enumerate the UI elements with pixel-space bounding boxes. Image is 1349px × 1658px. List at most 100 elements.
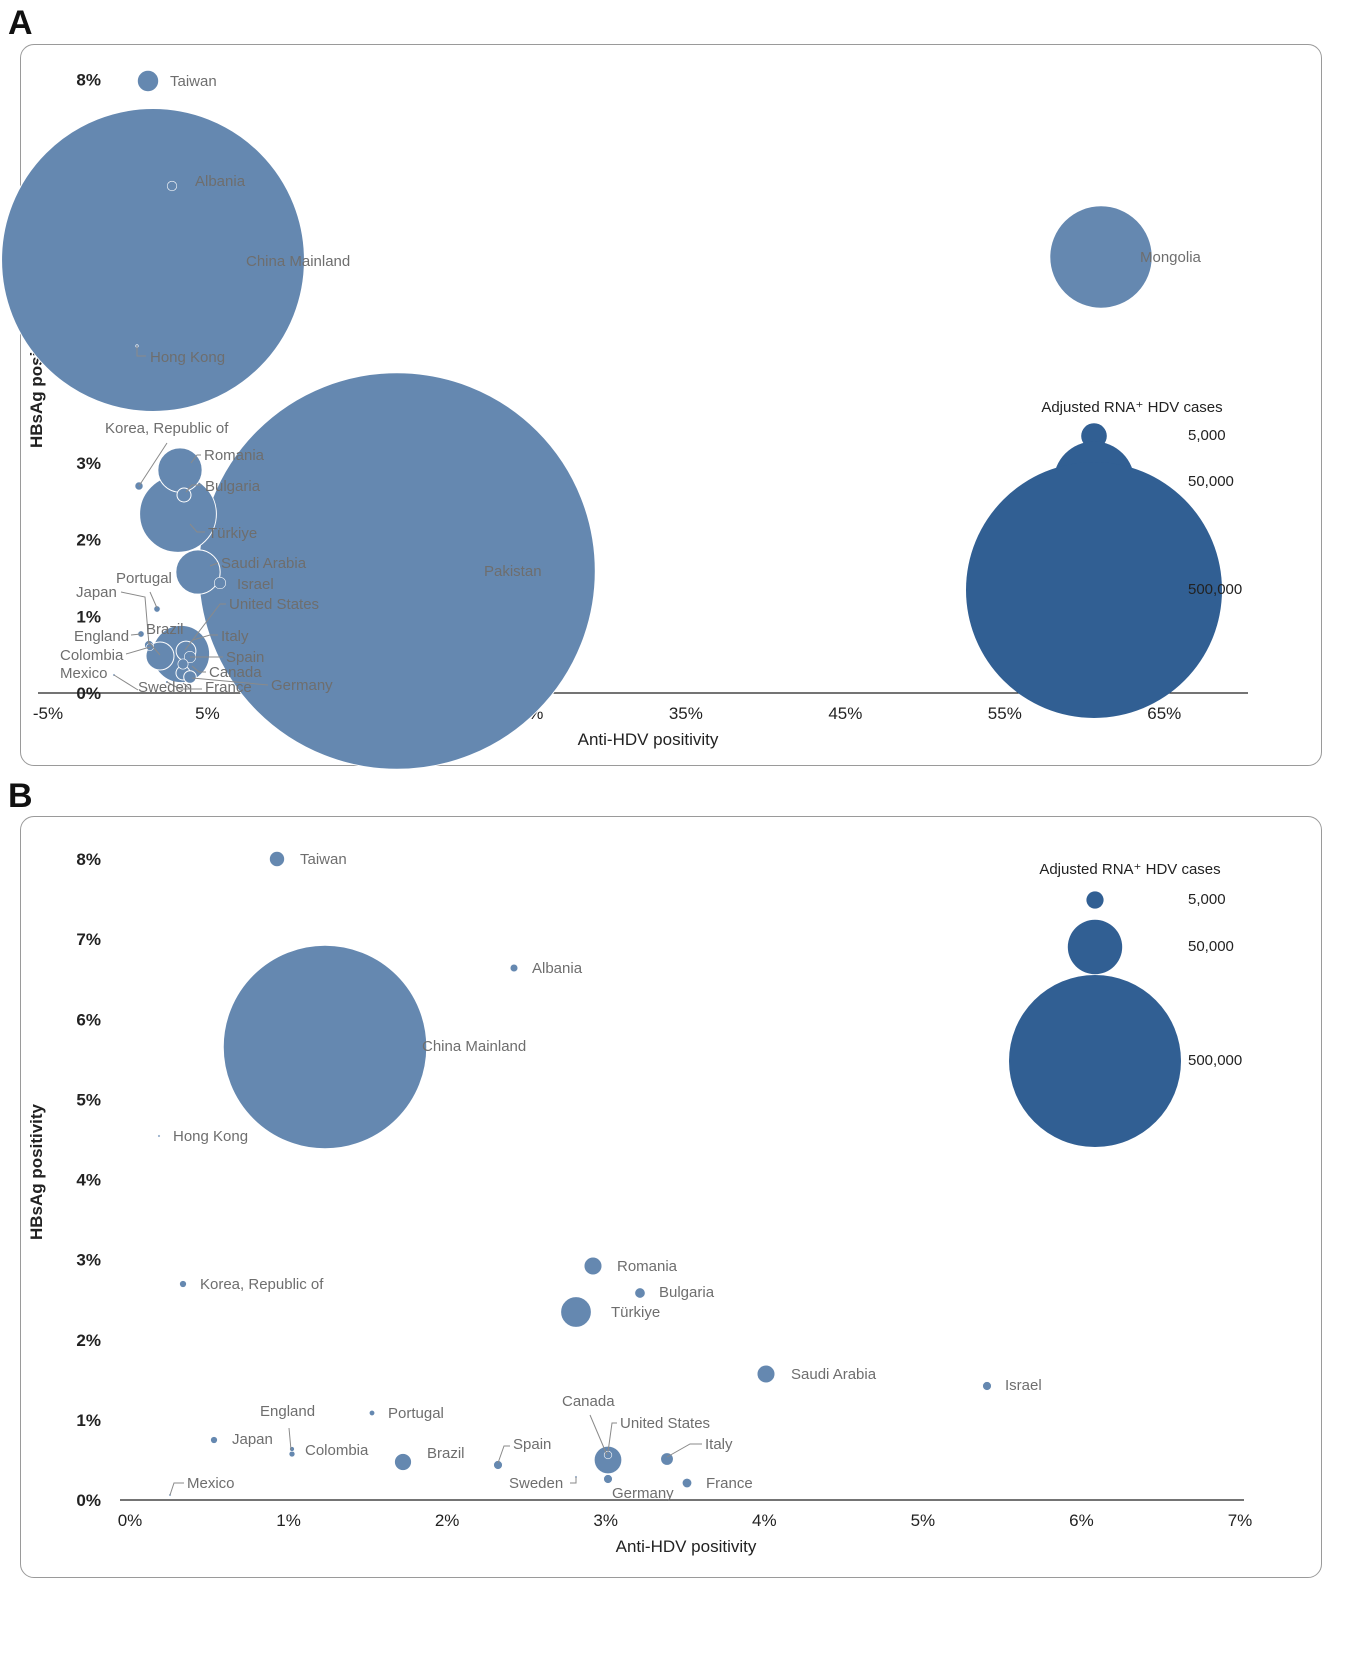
panel-a-label-united-states: United States	[229, 596, 319, 613]
panel-b-y-axis-title: HBsAg positivity	[27, 1103, 46, 1240]
panel-b-label-canada: Canada	[562, 1393, 615, 1410]
panel-a-leader-canada	[191, 665, 206, 673]
panel-a-legend-bubble	[966, 462, 1222, 718]
panel-a-legend-value: 5,000	[1188, 427, 1226, 444]
panel-b-label-romania: Romania	[617, 1258, 678, 1275]
panel-b-legend-value: 500,000	[1188, 1052, 1242, 1069]
panel-b-bubble-hong-kong	[157, 1134, 161, 1138]
panel-a-chart: 0%1%2%3%4%5%6%7%8%-5%5%15%25%35%45%55%65…	[1, 69, 1248, 770]
panel-b-y-tick-label: 6%	[76, 1010, 101, 1029]
panel-a-y-tick-label: 0%	[76, 684, 101, 703]
panel-a-label-canada: Canada	[209, 664, 262, 681]
panel-b-leader-canada	[589, 1414, 608, 1456]
panel-a-label-italy: Italy	[221, 628, 249, 645]
panel-a-label-china-mainland: China Mainland	[246, 253, 350, 270]
panel-a-label-portugal: Portugal	[116, 570, 172, 587]
panel-a-label-brazil: Brazil	[146, 621, 184, 638]
panel-a-legend-title: Adjusted RNA⁺ HDV cases	[1041, 399, 1222, 416]
panel-b-y-tick-label: 7%	[76, 930, 101, 949]
panel-b-letter: B	[8, 777, 33, 815]
panel-b-bubble-canada	[603, 1450, 613, 1460]
panel-b-leader-mexico	[169, 1482, 184, 1496]
panel-b-label-france: France	[706, 1475, 753, 1492]
panel-a-leader-t-rkiye	[189, 523, 205, 533]
panel-a-leader-romania	[190, 454, 201, 464]
panel-b-bubble-bulgaria	[634, 1287, 646, 1299]
panel-a-label-saudi-arabia: Saudi Arabia	[221, 555, 307, 572]
panel-a-label-colombia: Colombia	[60, 647, 124, 664]
panel-b-legend-value: 5,000	[1188, 891, 1226, 908]
panel-b-label-saudi-arabia: Saudi Arabia	[791, 1366, 877, 1383]
panel-a-bubble-germany	[183, 670, 197, 684]
panel-a-label-spain: Spain	[226, 649, 264, 666]
panel-b-y-tick-label: 5%	[76, 1090, 101, 1109]
panel-b-bubble-japan	[210, 1436, 218, 1444]
panel-a-leader-brazil	[147, 640, 161, 656]
panel-a-label-taiwan: Taiwan	[170, 73, 217, 90]
panel-a-label-germany: Germany	[271, 677, 333, 694]
panel-a-x-tick-label: 5%	[195, 704, 220, 723]
panel-b-label-bulgaria: Bulgaria	[659, 1284, 715, 1301]
panel-a-leader-japan	[120, 591, 150, 646]
panel-a-x-tick-label: 35%	[669, 704, 703, 723]
panel-b-y-tick-label: 4%	[76, 1171, 101, 1190]
panel-b-bubble-israel	[982, 1381, 992, 1391]
panel-b-legend-bubble	[1009, 975, 1181, 1147]
panel-a-bubble-taiwan	[136, 69, 160, 93]
panel-a-label-england: England	[74, 628, 129, 645]
panel-b-x-tick-label: 3%	[593, 1511, 618, 1530]
panel-b-label-italy: Italy	[705, 1436, 733, 1453]
panel-a-label-japan: Japan	[76, 584, 117, 601]
panel-b-label-england: England	[260, 1403, 315, 1420]
panel-b-label-germany: Germany	[612, 1485, 674, 1502]
panel-b-x-axis-title: Anti-HDV positivity	[616, 1537, 757, 1556]
panel-a-label-sweden: Sweden	[138, 679, 192, 696]
panel-b-y-tick-label: 8%	[76, 850, 101, 869]
panel-a-label-france: France	[205, 679, 252, 696]
panel-b-label-israel: Israel	[1005, 1377, 1042, 1394]
panel-b-bubble-germany	[603, 1474, 613, 1484]
panel-a-label-albania: Albania	[195, 173, 246, 190]
panel-a-label-bulgaria: Bulgaria	[205, 478, 261, 495]
panel-a-y-tick-label: 8%	[76, 70, 101, 89]
panel-b-label-united-states: United States	[620, 1415, 710, 1432]
panel-a-bubble-bulgaria	[176, 487, 192, 503]
panel-b-y-tick-label: 1%	[76, 1411, 101, 1430]
panel-b-x-tick-label: 5%	[911, 1511, 936, 1530]
panel-b-legend-value: 50,000	[1188, 938, 1234, 955]
panel-b-bubble-brazil	[393, 1452, 413, 1472]
panel-a-bubble-saudi-arabia	[175, 549, 221, 595]
panel-b-bubble-portugal	[368, 1409, 376, 1417]
panel-b-bubble-france	[681, 1477, 693, 1489]
panel-a-leader-germany	[191, 677, 269, 686]
panel-b-label-japan: Japan	[232, 1431, 273, 1448]
panel-a-label-mongolia: Mongolia	[1140, 249, 1202, 266]
panel-a-x-axis-title: Anti-HDV positivity	[578, 730, 719, 749]
panel-b-leader-united-states	[607, 1422, 617, 1453]
panel-a-leader-england	[130, 633, 142, 636]
panel-a-leader-korea-republic-of	[138, 442, 168, 487]
panel-a-bubble-israel	[213, 576, 227, 590]
panel-b-chart: 0% 1% 2% 3% 4% 5% 6% 7% 8% 0% 1% 2% 3% 4% 5% 6% 7% Anti-H…	[27, 850, 1252, 1556]
panel-b-x-tick-label: 1%	[276, 1511, 301, 1530]
panel-a-label-hong-kong: Hong Kong	[150, 349, 225, 366]
panel-a-bubble-albania	[166, 180, 178, 192]
panel-a-y-tick-label: 1%	[76, 607, 101, 626]
panel-a-bubble-romania	[157, 447, 203, 493]
panel-a-leader-united-states	[184, 603, 226, 651]
panel-a-label-korea-republic-of: Korea, Republic of	[105, 420, 229, 437]
panel-b-y-tick-label: 2%	[76, 1331, 101, 1350]
panel-a-bubble-china-mainland	[1, 108, 305, 412]
panel-b-bubble-spain	[493, 1460, 503, 1470]
panel-b-x-tick-label: 2%	[435, 1511, 460, 1530]
panel-b-bubble-italy	[660, 1452, 674, 1466]
panel-b-label-portugal: Portugal	[388, 1405, 444, 1422]
panel-a-bubble-mongolia	[1049, 205, 1153, 309]
panel-b-bubble-united-states	[593, 1445, 623, 1475]
panel-a-label-romania: Romania	[204, 447, 265, 464]
panel-b-x-tick-label: 4%	[752, 1511, 777, 1530]
panel-b-label-spain: Spain	[513, 1436, 551, 1453]
panel-b-leader-italy	[666, 1443, 702, 1458]
panel-b-label-colombia: Colombia	[305, 1442, 369, 1459]
